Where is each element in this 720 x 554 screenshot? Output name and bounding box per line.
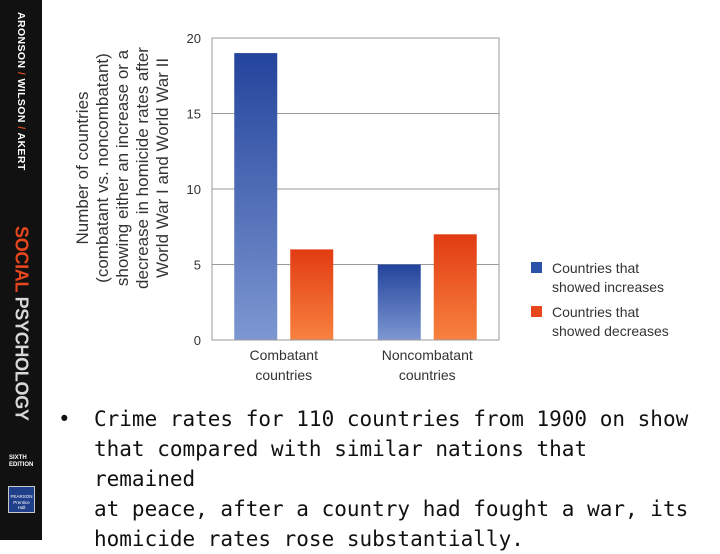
y-axis-title-line: Number of countries	[73, 91, 92, 244]
y-tick-label: 15	[187, 107, 201, 122]
author-separator: /	[15, 126, 27, 130]
y-tick-label: 5	[194, 258, 201, 273]
y-axis-label: Number of countries(combatant vs. noncom…	[73, 47, 172, 289]
book-title-psychology: PSYCHOLOGY	[11, 296, 32, 421]
chart-bars	[234, 53, 477, 340]
homicide-bar-chart: Number of countries(combatant vs. noncom…	[73, 31, 669, 383]
edition-line-2: EDITION	[9, 462, 34, 468]
plot-border	[211, 37, 500, 341]
y-axis-title-line: (combatant vs. noncombatant)	[93, 53, 112, 283]
caption: • Crime rates for 110 countries from 190…	[58, 404, 698, 554]
legend-label: Countries that showed increases	[552, 260, 664, 295]
bar	[290, 249, 334, 340]
caption-line: homicide rates rose substantially.	[94, 527, 524, 551]
legend-label-line: showed increases	[552, 279, 664, 295]
x-tick-label: Noncombatant countries	[382, 347, 473, 383]
chart-legend: Countries that showed increasesCountries …	[531, 260, 669, 339]
x-tick-label-line: countries	[399, 367, 456, 383]
legend-swatch	[531, 262, 542, 273]
caption-line: that compared with similar nations that …	[94, 437, 588, 491]
y-tick-label: 20	[187, 31, 201, 46]
author-aronson: ARONSON	[15, 12, 27, 69]
edition-label: SIXTH EDITION	[9, 455, 33, 469]
book-spine: ARONSON / WILSON / AKERT SOCIAL PSYCHOLO…	[0, 0, 42, 540]
publisher-logo: PEARSON Prentice Hall	[8, 486, 35, 513]
spine-authors: ARONSON / WILSON / AKERT	[15, 12, 27, 171]
legend-label-line: Countries that	[552, 304, 639, 320]
author-akert: AKERT	[15, 132, 27, 171]
y-tick-label: 0	[194, 333, 201, 348]
spine-book-title: SOCIAL PSYCHOLOGY	[11, 226, 32, 421]
caption-text: Crime rates for 110 countries from 1900 …	[94, 404, 698, 554]
x-tick-label: Combatant countries	[250, 347, 319, 383]
legend-label-line: Countries that	[552, 260, 639, 276]
edition-line-1: SIXTH	[9, 455, 27, 461]
y-tick-label: 10	[187, 182, 201, 197]
bar	[433, 234, 477, 340]
author-wilson: WILSON	[15, 78, 27, 123]
x-tick-label-line: Combatant	[250, 347, 319, 363]
x-tick-label-line: countries	[255, 367, 312, 383]
y-axis-title-line: World War I and World War II	[153, 58, 172, 278]
y-axis-title: Number of countries(combatant vs. noncom…	[73, 47, 172, 289]
x-axis-labels: Combatant countries Noncombatant countries	[250, 347, 473, 383]
x-tick-label-line: Noncombatant	[382, 347, 473, 363]
y-axis-title-line: showing either an increase or a	[113, 49, 132, 286]
book-title-social: SOCIAL	[11, 226, 32, 292]
y-axis-ticks: 0 5 10 15 20	[187, 31, 201, 348]
legend-label-line: showed decreases	[552, 323, 669, 339]
legend-label: Countries that showed decreases	[552, 304, 669, 339]
bullet-point: •	[58, 407, 71, 431]
y-axis-title-line: decrease in homicide rates after	[133, 47, 152, 289]
caption-line: Crime rates for 110 countries from 1900 …	[94, 407, 689, 431]
bar	[234, 53, 278, 340]
bar	[377, 264, 421, 340]
plot-frame	[211, 37, 500, 341]
caption-line: at peace, after a country had fought a w…	[94, 497, 689, 521]
author-separator: /	[15, 71, 27, 76]
legend-swatch	[531, 306, 542, 317]
